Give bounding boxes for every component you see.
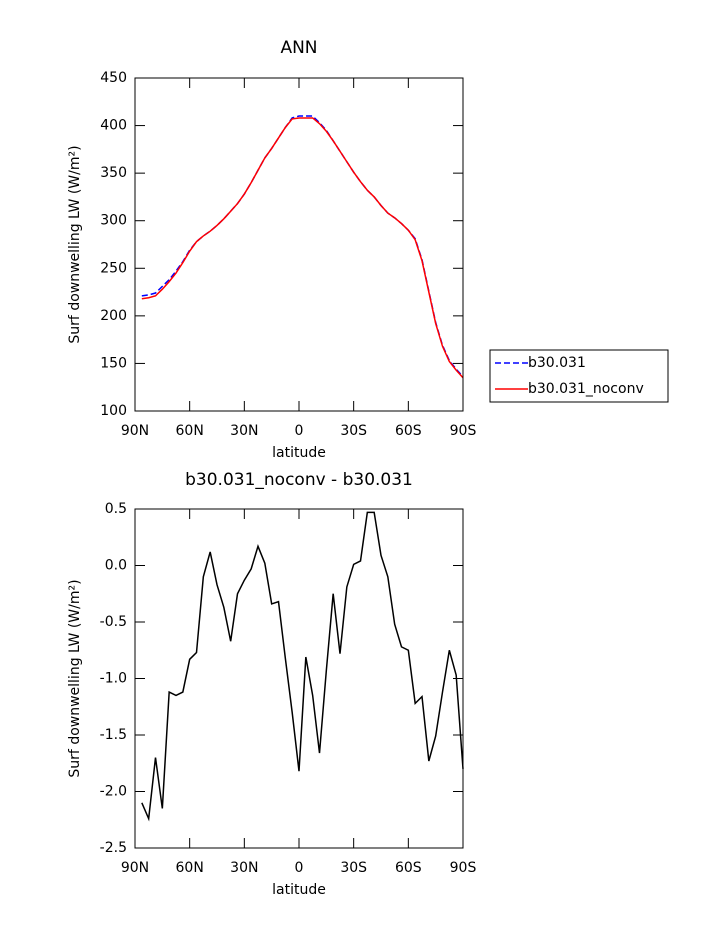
y-tick-label: -1.0 bbox=[100, 671, 127, 687]
legend-label: b30.031_noconv bbox=[528, 381, 644, 397]
y-tick-label: 250 bbox=[100, 260, 127, 276]
x-tick-label: 60S bbox=[395, 860, 422, 876]
y-tick-label: -2.5 bbox=[100, 840, 127, 856]
y-axis-label: Surf downwelling LW (W/m²) bbox=[67, 579, 83, 777]
y-tick-label: 150 bbox=[100, 355, 127, 371]
x-tick-label: 30S bbox=[340, 860, 367, 876]
y-axis-label: Surf downwelling LW (W/m²) bbox=[67, 145, 83, 343]
x-tick-label: 60N bbox=[176, 423, 204, 439]
data-line bbox=[141, 117, 464, 379]
legend-box bbox=[489, 349, 669, 403]
data-line bbox=[141, 511, 464, 822]
data-line bbox=[141, 115, 464, 378]
y-tick-label: 0.5 bbox=[105, 501, 127, 517]
y-tick-label: 200 bbox=[100, 308, 127, 324]
y-tick-label: -0.5 bbox=[100, 614, 127, 630]
y-tick-label: 400 bbox=[100, 118, 127, 134]
x-tick-label: 0 bbox=[295, 860, 304, 876]
x-tick-label: 90N bbox=[121, 423, 149, 439]
y-tick-label: -1.5 bbox=[100, 727, 127, 743]
x-axis-label: latitude bbox=[272, 445, 326, 461]
x-tick-label: 60S bbox=[395, 423, 422, 439]
y-tick-label: 350 bbox=[100, 165, 127, 181]
x-tick-label: 30N bbox=[230, 423, 258, 439]
y-tick-label: 300 bbox=[100, 213, 127, 229]
plot-frame bbox=[134, 77, 464, 412]
x-tick-label: 90N bbox=[121, 860, 149, 876]
x-axis-label: latitude bbox=[272, 882, 326, 898]
x-tick-label: 30S bbox=[340, 423, 367, 439]
plot-frame bbox=[134, 508, 464, 849]
x-tick-label: 0 bbox=[295, 423, 304, 439]
x-tick-label: 30N bbox=[230, 860, 258, 876]
y-tick-label: -2.0 bbox=[100, 784, 127, 800]
legend-label: b30.031 bbox=[528, 355, 586, 371]
chart-title: ANN bbox=[280, 38, 317, 58]
x-tick-label: 90S bbox=[450, 423, 477, 439]
x-tick-label: 60N bbox=[176, 860, 204, 876]
chart-title: b30.031_noconv - b30.031 bbox=[185, 470, 413, 490]
y-tick-label: 450 bbox=[100, 70, 127, 86]
y-tick-label: 100 bbox=[100, 403, 127, 419]
x-tick-label: 90S bbox=[450, 860, 477, 876]
y-tick-label: 0.0 bbox=[105, 558, 127, 574]
